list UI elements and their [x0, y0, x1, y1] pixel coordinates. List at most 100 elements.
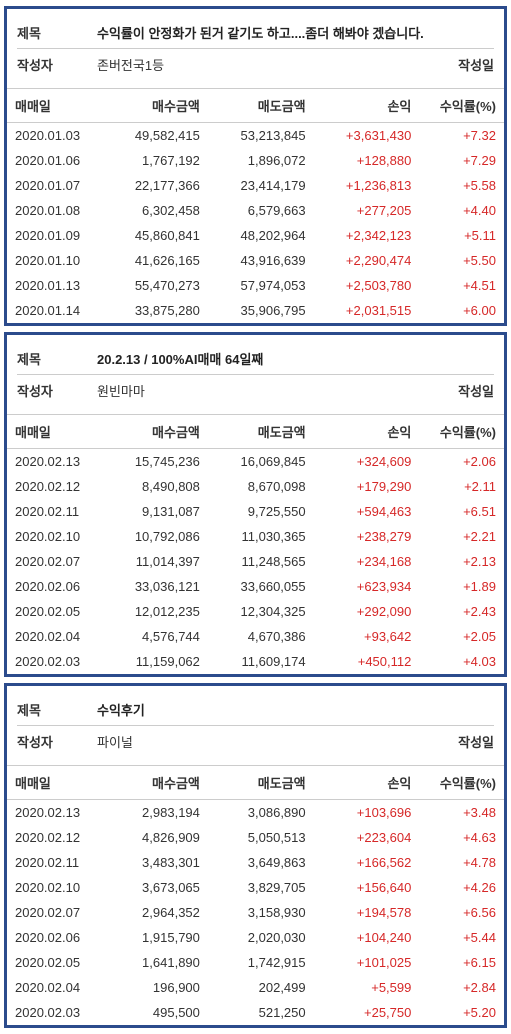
return-rate-cell: +4.78 — [419, 850, 504, 875]
sell-amount-cell: 57,974,053 — [208, 273, 314, 298]
profit-cell: +2,031,515 — [314, 298, 420, 323]
trade-date-cell: 2020.01.08 — [7, 198, 102, 223]
sell-amount-cell: 6,579,663 — [208, 198, 314, 223]
author-row: 작성자파이널작성일 — [17, 726, 494, 757]
profit-cell: +93,642 — [314, 624, 420, 649]
profit-cell: +238,279 — [314, 524, 420, 549]
profit-header: 손익 — [314, 89, 420, 123]
trade-date-cell: 2020.02.03 — [7, 1000, 102, 1025]
table-row: 2020.02.061,915,7902,020,030+104,240+5.4… — [7, 925, 504, 950]
profit-header: 손익 — [314, 415, 420, 449]
post-title[interactable]: 20.2.13 / 100%AI매매 64일째 — [97, 349, 494, 368]
table-header-row: 매매일매수금액매도금액손익수익률(%) — [7, 415, 504, 449]
return-rate-cell: +2.13 — [419, 549, 504, 574]
return-rate-cell: +6.51 — [419, 499, 504, 524]
return-rate-cell: +4.51 — [419, 273, 504, 298]
title-label: 제목 — [17, 23, 97, 42]
trade-table: 매매일매수금액매도금액손익수익률(%)2020.01.0349,582,4155… — [7, 88, 504, 323]
profit-cell: +234,168 — [314, 549, 420, 574]
buy-amount-cell: 55,470,273 — [102, 273, 208, 298]
return-rate-cell: +7.32 — [419, 123, 504, 149]
return-rate-cell: +1.89 — [419, 574, 504, 599]
profit-cell: +101,025 — [314, 950, 420, 975]
profit-cell: +1,236,813 — [314, 173, 420, 198]
sell-amount-cell: 11,609,174 — [208, 649, 314, 674]
sell-amount-cell: 53,213,845 — [208, 123, 314, 149]
sell-amount-cell: 9,725,550 — [208, 499, 314, 524]
table-row: 2020.01.1041,626,16543,916,639+2,290,474… — [7, 248, 504, 273]
return-rate-header: 수익률(%) — [419, 89, 504, 123]
sell-amount-cell: 8,670,098 — [208, 474, 314, 499]
post-card: 제목수익후기작성자파이널작성일매매일매수금액매도금액손익수익률(%)2020.0… — [4, 683, 507, 1028]
sell-amount-cell: 3,158,930 — [208, 900, 314, 925]
return-rate-cell: +5.44 — [419, 925, 504, 950]
sell-amount-cell: 16,069,845 — [208, 449, 314, 475]
post-author[interactable]: 원빈마마 — [97, 381, 434, 400]
table-row: 2020.02.03495,500521,250+25,750+5.20 — [7, 1000, 504, 1025]
profit-cell: +103,696 — [314, 800, 420, 826]
return-rate-cell: +6.00 — [419, 298, 504, 323]
return-rate-header: 수익률(%) — [419, 415, 504, 449]
table-row: 2020.02.119,131,0879,725,550+594,463+6.5… — [7, 499, 504, 524]
sell-amount-header: 매도금액 — [208, 766, 314, 800]
profit-cell: +594,463 — [314, 499, 420, 524]
buy-amount-cell: 11,159,062 — [102, 649, 208, 674]
sell-amount-cell: 23,414,179 — [208, 173, 314, 198]
post-author[interactable]: 파이널 — [97, 732, 434, 751]
date-written-label: 작성일 — [434, 55, 494, 74]
trade-date-cell: 2020.01.06 — [7, 148, 102, 173]
buy-amount-cell: 49,582,415 — [102, 123, 208, 149]
title-label: 제목 — [17, 700, 97, 719]
date-written-label: 작성일 — [434, 381, 494, 400]
profit-cell: +156,640 — [314, 875, 420, 900]
trade-date-cell: 2020.02.03 — [7, 649, 102, 674]
trade-date-cell: 2020.02.13 — [7, 449, 102, 475]
buy-amount-header: 매수금액 — [102, 415, 208, 449]
table-row: 2020.02.051,641,8901,742,915+101,025+6.1… — [7, 950, 504, 975]
sell-amount-cell: 3,649,863 — [208, 850, 314, 875]
buy-amount-cell: 196,900 — [102, 975, 208, 1000]
profit-cell: +277,205 — [314, 198, 420, 223]
post-title[interactable]: 수익후기 — [97, 700, 494, 719]
post-author[interactable]: 존버전국1등 — [97, 55, 434, 74]
trade-date-cell: 2020.02.13 — [7, 800, 102, 826]
return-rate-cell: +3.48 — [419, 800, 504, 826]
sell-amount-cell: 43,916,639 — [208, 248, 314, 273]
buy-amount-cell: 1,767,192 — [102, 148, 208, 173]
author-row: 작성자원빈마마작성일 — [17, 375, 494, 406]
post-title[interactable]: 수익률이 안정화가 된거 같기도 하고....좀더 해봐야 겠습니다. — [97, 23, 494, 42]
profit-cell: +450,112 — [314, 649, 420, 674]
trade-date-cell: 2020.01.09 — [7, 223, 102, 248]
trade-date-cell: 2020.01.07 — [7, 173, 102, 198]
table-header-row: 매매일매수금액매도금액손익수익률(%) — [7, 766, 504, 800]
author-label: 작성자 — [17, 732, 97, 751]
trade-date-cell: 2020.02.12 — [7, 825, 102, 850]
table-row: 2020.02.1315,745,23616,069,845+324,609+2… — [7, 449, 504, 475]
profit-cell: +104,240 — [314, 925, 420, 950]
profit-cell: +324,609 — [314, 449, 420, 475]
post-header: 제목수익률이 안정화가 된거 같기도 하고....좀더 해봐야 겠습니다.작성자… — [7, 9, 504, 88]
trade-date-header: 매매일 — [7, 415, 102, 449]
profit-cell: +3,631,430 — [314, 123, 420, 149]
buy-amount-cell: 10,792,086 — [102, 524, 208, 549]
trade-date-header: 매매일 — [7, 766, 102, 800]
return-rate-cell: +5.11 — [419, 223, 504, 248]
return-rate-cell: +4.40 — [419, 198, 504, 223]
return-rate-header: 수익률(%) — [419, 766, 504, 800]
profit-cell: +2,342,123 — [314, 223, 420, 248]
table-row: 2020.01.0945,860,84148,202,964+2,342,123… — [7, 223, 504, 248]
sell-amount-cell: 11,030,365 — [208, 524, 314, 549]
trade-date-cell: 2020.02.04 — [7, 975, 102, 1000]
trade-date-cell: 2020.01.10 — [7, 248, 102, 273]
table-row: 2020.01.061,767,1921,896,072+128,880+7.2… — [7, 148, 504, 173]
sell-amount-header: 매도금액 — [208, 415, 314, 449]
author-label: 작성자 — [17, 55, 97, 74]
buy-amount-cell: 12,012,235 — [102, 599, 208, 624]
table-row: 2020.01.086,302,4586,579,663+277,205+4.4… — [7, 198, 504, 223]
sell-amount-cell: 12,304,325 — [208, 599, 314, 624]
trade-date-cell: 2020.02.12 — [7, 474, 102, 499]
table-row: 2020.02.132,983,1943,086,890+103,696+3.4… — [7, 800, 504, 826]
sell-amount-cell: 5,050,513 — [208, 825, 314, 850]
trade-date-header: 매매일 — [7, 89, 102, 123]
table-row: 2020.02.0311,159,06211,609,174+450,112+4… — [7, 649, 504, 674]
